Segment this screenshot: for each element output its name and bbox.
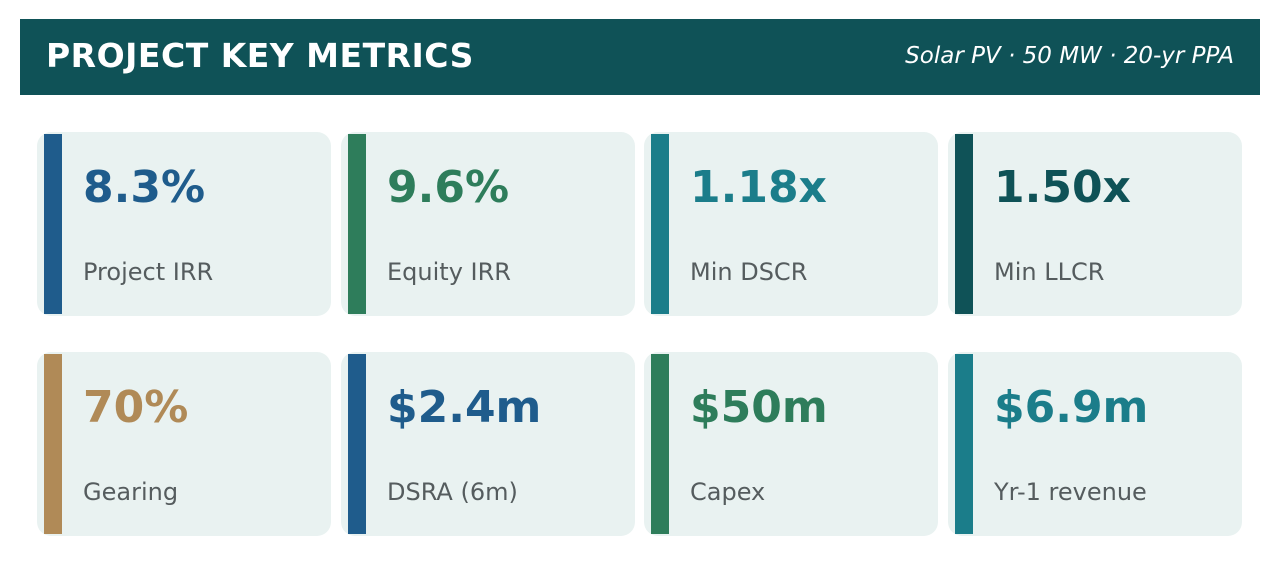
metric-card-gearing: 70% Gearing [37, 352, 331, 536]
metric-card-min-dscr: 1.18x Min DSCR [644, 132, 938, 316]
metric-accent-bar [651, 354, 669, 534]
metric-accent-bar [651, 134, 669, 314]
metric-accent-bar [348, 134, 366, 314]
metric-value: 70% [83, 382, 189, 433]
header-banner: PROJECT KEY METRICS Solar PV · 50 MW · 2… [20, 19, 1260, 95]
metric-label: Equity IRR [387, 258, 511, 286]
metric-value: 9.6% [387, 162, 510, 213]
metric-accent-bar [44, 354, 62, 534]
metric-label: DSRA (6m) [387, 478, 518, 506]
metric-accent-bar [955, 354, 973, 534]
metric-card-dsra: $2.4m DSRA (6m) [341, 352, 635, 536]
metric-value: $6.9m [994, 382, 1149, 433]
page-title: PROJECT KEY METRICS [46, 36, 474, 75]
metric-label: Capex [690, 478, 766, 506]
metric-accent-bar [44, 134, 62, 314]
metric-label: Project IRR [83, 258, 214, 286]
metric-label: Min LLCR [994, 258, 1105, 286]
metric-card-capex: $50m Capex [644, 352, 938, 536]
metric-card-project-irr: 8.3% Project IRR [37, 132, 331, 316]
page-subtitle: Solar PV · 50 MW · 20-yr PPA [905, 43, 1234, 69]
metric-value: $50m [690, 382, 828, 433]
metric-value: 8.3% [83, 162, 206, 213]
metric-label: Min DSCR [690, 258, 808, 286]
metric-label: Yr-1 revenue [994, 478, 1147, 506]
metric-accent-bar [348, 354, 366, 534]
metric-card-yr1-revenue: $6.9m Yr-1 revenue [948, 352, 1242, 536]
metric-value: 1.18x [690, 162, 827, 213]
metric-value: 1.50x [994, 162, 1131, 213]
metric-label: Gearing [83, 478, 179, 506]
metric-card-min-llcr: 1.50x Min LLCR [948, 132, 1242, 316]
metric-card-equity-irr: 9.6% Equity IRR [341, 132, 635, 316]
metric-value: $2.4m [387, 382, 542, 433]
metric-accent-bar [955, 134, 973, 314]
